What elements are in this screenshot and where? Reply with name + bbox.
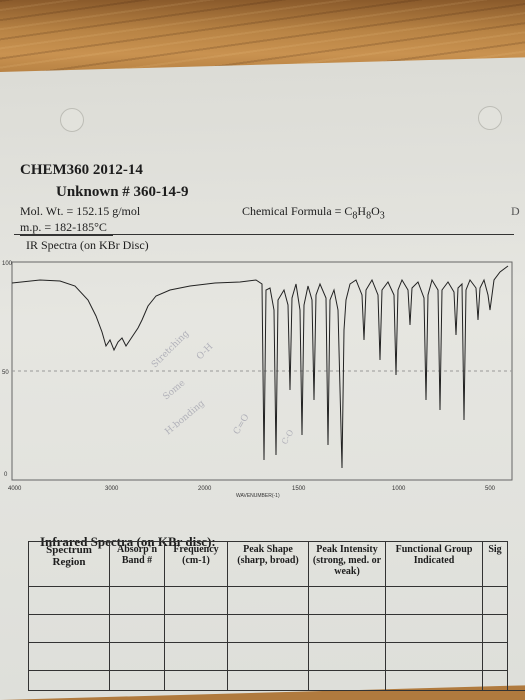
cell[interactable] (109, 670, 165, 691)
cell[interactable] (227, 642, 309, 671)
cell[interactable] (164, 586, 228, 615)
spectrum-trace (11, 265, 509, 469)
cell[interactable] (227, 586, 309, 615)
molecular-weight: Mol. Wt. = 152.15 g/mol (20, 204, 141, 218)
x-tick-500: 500 (485, 486, 496, 492)
cell[interactable] (482, 614, 508, 643)
edge-letter: D (511, 204, 520, 218)
cell[interactable] (164, 670, 228, 691)
punch-hole-left (60, 108, 84, 132)
table-row (28, 586, 508, 615)
cell[interactable] (109, 614, 165, 643)
cell[interactable] (385, 642, 483, 671)
formula-o: O (371, 204, 380, 218)
table-row (28, 670, 508, 691)
cell[interactable] (164, 614, 228, 643)
x-tick-4000: 4000 (8, 486, 22, 492)
header-frequency: Frequency (cm-1) (164, 541, 228, 587)
cell[interactable] (227, 614, 309, 643)
x-tick-1500: 1500 (292, 486, 306, 492)
header-spectrum-region: Spectrum Region (28, 541, 110, 587)
formula-sub-o: 3 (379, 210, 385, 222)
cell[interactable] (28, 642, 110, 671)
cell[interactable] (482, 642, 508, 671)
cell[interactable] (308, 586, 386, 615)
melting-point: m.p. = 182-185°C (20, 220, 113, 236)
header-absorption-band: Absorp'n Band # (109, 541, 165, 587)
table-row (28, 642, 508, 671)
spectrum-title: IR Spectra (on KBr Disc) (26, 238, 149, 252)
chemical-formula: Chemical Formula = C8H8O3 (242, 204, 385, 221)
x-tick-3000: 3000 (105, 486, 119, 492)
bottom-rule (282, 690, 525, 691)
cell[interactable] (308, 642, 386, 671)
cell[interactable] (227, 670, 309, 691)
ir-spectrum: 100 50 0 4000 3000 2000 1500 1000 500 WA… (2, 261, 513, 499)
x-tick-1000: 1000 (392, 486, 406, 492)
formula-h: H (357, 204, 367, 218)
cell[interactable] (308, 670, 386, 691)
header-peak-shape: Peak Shape (sharp, broad) (227, 541, 309, 587)
formula-sub-c: 8 (352, 210, 358, 222)
note-c-o: C-O (280, 428, 296, 446)
header-functional-group: Functional Group Indicated (385, 541, 483, 587)
formula-sub-h: 8 (366, 210, 372, 222)
cell[interactable] (28, 614, 110, 643)
cell[interactable] (385, 614, 483, 643)
formula-prefix: Chemical Formula = C (242, 204, 353, 218)
note-hbond: H-bonding (164, 399, 207, 438)
cell[interactable] (28, 586, 110, 615)
unknown-id: Unknown # 360-14-9 (56, 184, 189, 200)
punch-hole-right (478, 106, 502, 130)
note-oh: O-H (195, 342, 215, 362)
cell[interactable] (308, 614, 386, 643)
y-tick-50: 50 (2, 370, 9, 376)
header-rule (14, 234, 514, 235)
cell[interactable] (385, 586, 483, 615)
note-some: Some (162, 378, 188, 402)
cell[interactable] (28, 670, 110, 691)
cell[interactable] (385, 670, 483, 691)
y-tick-100: 100 (2, 261, 13, 267)
cell[interactable] (164, 642, 228, 671)
note-co: C=O (232, 413, 252, 437)
x-axis-label: WAVENUMBER(-1) (236, 493, 280, 499)
x-tick-2000: 2000 (198, 486, 212, 492)
ir-table: Spectrum Region Absorp'n Band # Frequenc… (28, 541, 508, 691)
course-title: CHEM360 2012-14 (20, 162, 143, 178)
cell[interactable] (109, 642, 165, 671)
header-peak-intensity: Peak Intensity (strong, med. or weak) (308, 541, 386, 587)
table-row (28, 614, 508, 643)
cell[interactable] (482, 670, 508, 691)
note-stretch: Stretching (150, 329, 191, 370)
cell[interactable] (109, 586, 165, 615)
cell[interactable] (482, 586, 508, 615)
y-tick-0: 0 (4, 472, 8, 478)
table-header-row: Spectrum Region Absorp'n Band # Frequenc… (28, 541, 508, 587)
header-sig: Sig (482, 541, 508, 587)
